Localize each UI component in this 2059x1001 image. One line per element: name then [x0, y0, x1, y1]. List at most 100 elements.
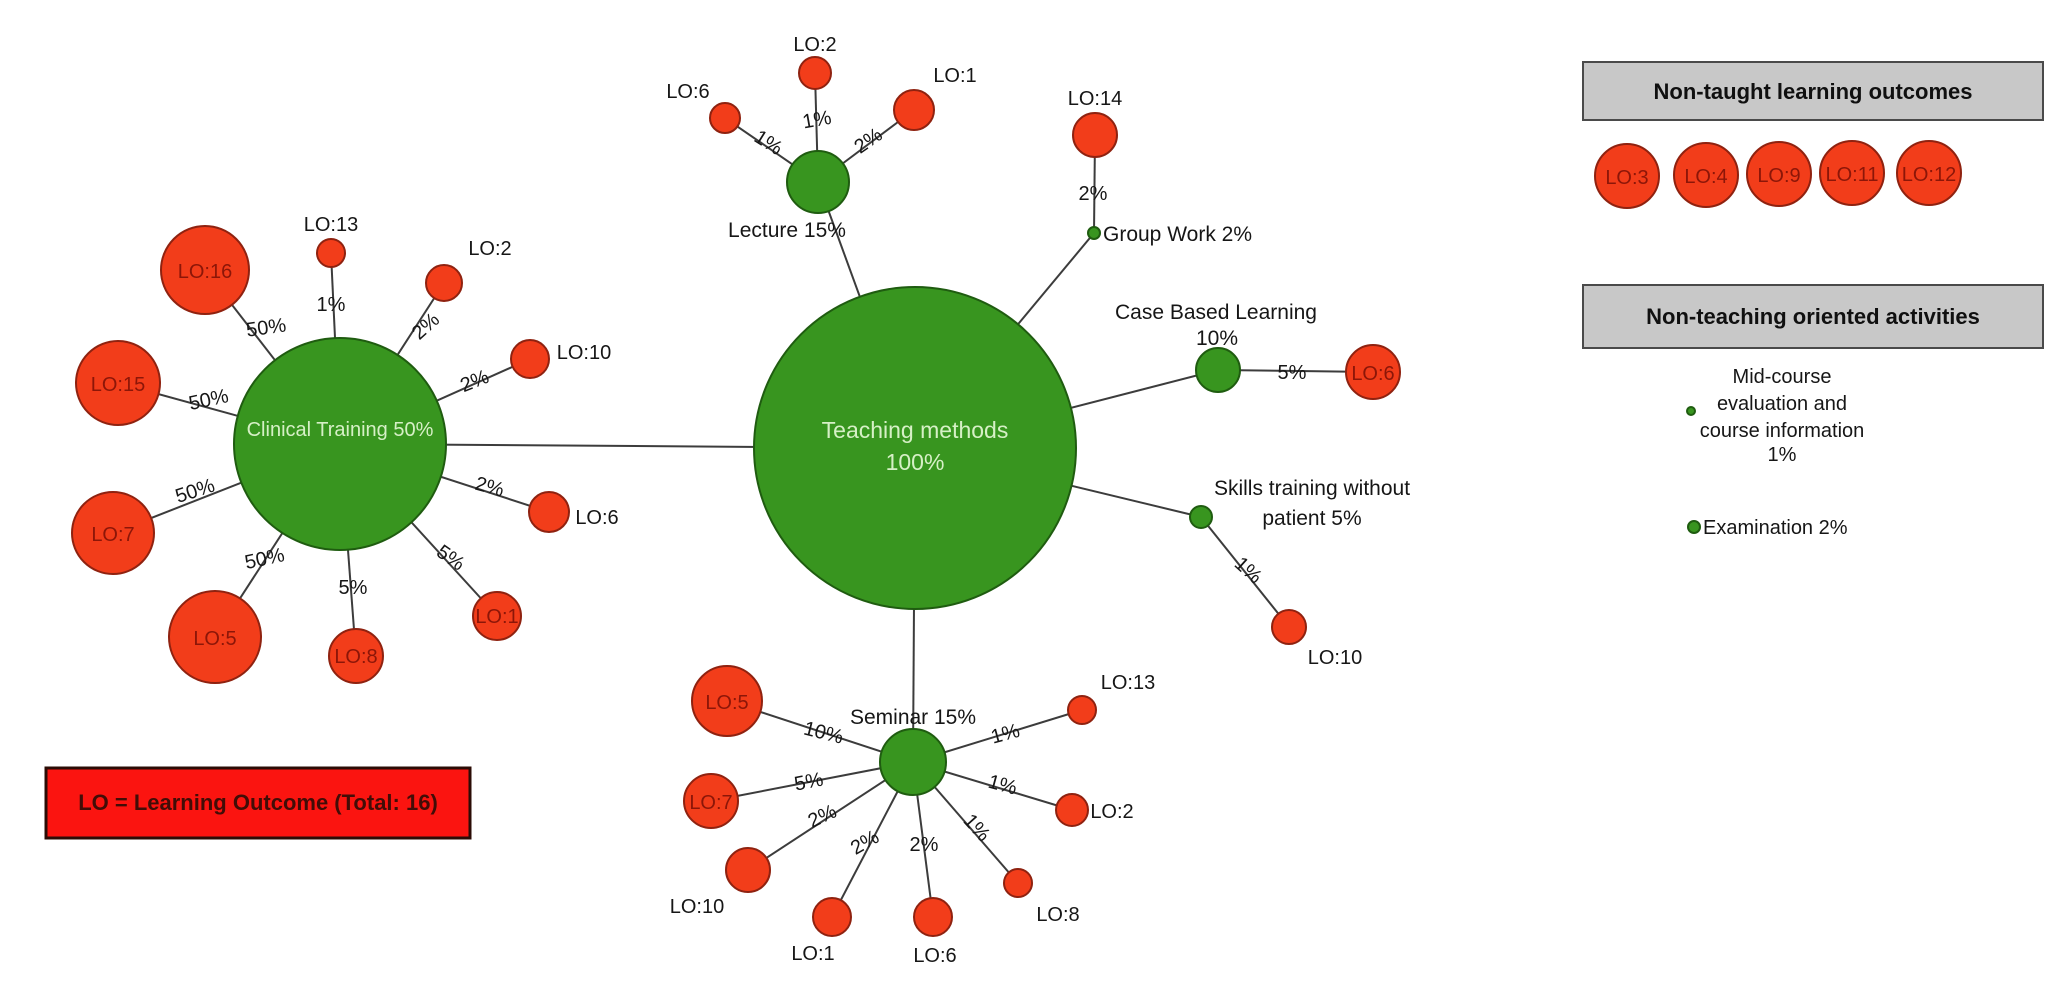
non-taught-header-box: [1582, 61, 2044, 121]
seminar-lo13-pct: 1%: [989, 720, 1023, 749]
outcome-labels-inside: LO:16 LO:15 LO:7 LO:5 LO:8 LO:1 LO:5 LO:…: [91, 261, 1395, 814]
seminar-lo6-circle: [913, 897, 953, 937]
groupwork-lo14-label: LO:14: [1068, 88, 1122, 110]
non-taught-title: Non-taught learning outcomes: [1654, 79, 1973, 104]
nontaught-lo3-label: LO:3: [1605, 167, 1648, 189]
link-seminar-lo7: [710, 761, 914, 802]
nontaught-lo4-label: LO:4: [1684, 166, 1727, 188]
nontaught-lo4-circle: [1673, 142, 1739, 208]
clinical-lo16-circle: [160, 225, 250, 315]
seminar-lo13-circle: [1067, 695, 1097, 725]
clinical-lo7-pct: 50%: [173, 475, 218, 508]
skills-label-line2: patient 5%: [1262, 507, 1361, 530]
nontaught-lo9-circle: [1746, 141, 1812, 207]
casebased-lo6-pct: 5%: [1278, 362, 1307, 384]
seminar-lo2-label: LO:2: [1090, 801, 1133, 823]
seminar-lo1-label: LO:1: [791, 943, 834, 965]
mid-course-line2: evaluation and: [1717, 393, 1847, 415]
group-work-dot: [1087, 226, 1101, 240]
seminar-lo2-circle: [1055, 793, 1089, 827]
clinical-lo1-pct: 5%: [432, 541, 468, 576]
clinical-lo15-label: LO:15: [91, 374, 145, 396]
case-based-label-line2: 10%: [1196, 327, 1238, 350]
examination-dot: [1687, 520, 1701, 534]
clinical-lo10-circle: [510, 339, 550, 379]
link-skills-lo10: [1200, 516, 1290, 628]
clinical-lo2-label: LO:2: [468, 238, 511, 260]
teaching-label-line2: 100%: [886, 449, 945, 475]
legend-box: [44, 766, 472, 840]
legend-label: LO = Learning Outcome (Total: 16): [78, 790, 438, 815]
non-teaching-title: Non-teaching oriented activities: [1646, 304, 1980, 329]
seminar-lo7-pct: 5%: [793, 769, 826, 796]
mid-course-line3: course information: [1700, 420, 1865, 442]
lecture-lo6-label: LO:6: [666, 81, 709, 103]
mid-course-line4: 1%: [1768, 444, 1797, 466]
legend: LO = Learning Outcome (Total: 16): [44, 766, 472, 840]
casebased-lo6-label: LO:6: [1351, 363, 1394, 385]
lecture-lo2-pct: 1%: [801, 107, 834, 134]
nontaught-lo3-circle: [1594, 143, 1660, 209]
clinical-lo1-label: LO:1: [475, 606, 518, 628]
seminar-label: Seminar 15%: [850, 706, 976, 729]
skills-lo10-circle: [1271, 609, 1307, 645]
mid-course-line1: Mid-course: [1733, 366, 1832, 388]
groupwork-lo14-circle: [1072, 112, 1118, 158]
seminar-lo6-label: LO:6: [913, 945, 956, 967]
clinical-lo10-pct: 2%: [457, 366, 492, 397]
nontaught-lo11-circle: [1819, 140, 1885, 206]
seminar-lo10-pct: 2%: [805, 800, 841, 832]
seminar-lo7-circle: [683, 773, 739, 829]
lecture-lo1-label: LO:1: [933, 65, 976, 87]
lecture-lo6-pct: 1%: [750, 126, 786, 160]
non-teaching-panel: Non-teaching oriented activities Mid-cou…: [1582, 284, 2044, 539]
clinical-lo8-label: LO:8: [334, 646, 377, 668]
seminar-lo2-pct: 1%: [986, 771, 1020, 800]
method-nodes: [233, 150, 1241, 796]
clinical-lo7-circle: [71, 491, 155, 575]
nontaught-lo9-label: LO:9: [1757, 165, 1800, 187]
nontaught-lo12-label: LO:12: [1902, 164, 1956, 186]
seminar-circle: [879, 728, 947, 796]
seminar-lo13-label: LO:13: [1101, 672, 1155, 694]
seminar-lo6-pct: 2%: [910, 834, 939, 856]
lecture-label: Lecture 15%: [728, 219, 846, 242]
clinical-lo10-label: LO:10: [557, 342, 611, 364]
seminar-lo8-label: LO:8: [1036, 904, 1079, 926]
nontaught-lo11-label: LO:11: [1826, 164, 1879, 186]
clinical-lo15-pct: 50%: [187, 385, 231, 415]
clinical-lo8-circle: [328, 628, 384, 684]
lecture-lo2-circle: [798, 56, 832, 90]
clinical-training-circle: [233, 337, 447, 551]
non-taught-panel: Non-taught learning outcomes LO:3 LO:4 L…: [1582, 61, 2044, 209]
examination-label: Examination 2%: [1703, 517, 1848, 539]
percentage-labels: 50% 1% 2% 2% 50% 50% 50% 5% 5% 2% 1% 1% …: [173, 107, 1307, 860]
clinical-lo5-pct: 50%: [243, 544, 287, 574]
group-work-label: Group Work 2%: [1103, 223, 1252, 246]
teaching-label-line1: Teaching methods: [822, 417, 1009, 443]
clinical-lo16-label: LO:16: [178, 261, 232, 283]
lecture-circle: [786, 150, 850, 214]
skills-training-dot: [1189, 505, 1213, 529]
seminar-lo7-label: LO:7: [689, 792, 732, 814]
seminar-lo8-circle: [1003, 868, 1033, 898]
lecture-lo2-label: LO:2: [793, 34, 836, 56]
lecture-lo6-circle: [709, 102, 741, 134]
clinical-lo13-label: LO:13: [304, 214, 358, 236]
skills-lo10-label: LO:10: [1308, 647, 1362, 669]
clinical-lo7-label: LO:7: [91, 524, 134, 546]
clinical-label: Clinical Training 50%: [247, 419, 434, 441]
case-based-label-line1: Case Based Learning: [1115, 301, 1317, 324]
lecture-lo1-circle: [893, 89, 935, 131]
clinical-lo6-label: LO:6: [575, 507, 618, 529]
seminar-lo10-label: LO:10: [670, 896, 724, 918]
nontaught-lo12-circle: [1896, 140, 1962, 206]
skills-lo10-pct: 1%: [1230, 553, 1266, 589]
seminar-lo8-pct: 1%: [959, 810, 995, 846]
outcome-nodes: [71, 56, 1401, 937]
clinical-lo2-circle: [425, 264, 463, 302]
seminar-lo5-label: LO:5: [705, 692, 748, 714]
groupwork-lo14-pct: 2%: [1079, 183, 1108, 205]
seminar-lo10-circle: [725, 847, 771, 893]
